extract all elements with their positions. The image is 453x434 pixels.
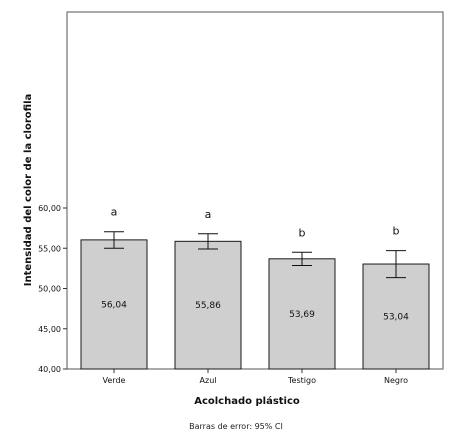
y-tick-label: 60,00 [38,204,61,213]
significance-letter: a [205,208,212,221]
bar-value-label: 53,04 [383,313,409,323]
y-tick-label: 50,00 [38,285,61,294]
x-tick-label: Negro [384,376,408,385]
data-labels: a 56,04 a 55,86 b 53,69 b 53,04 [101,206,409,323]
bar-testigo [268,258,336,370]
bar-negro [362,263,430,370]
bar-value-label: 56,04 [101,300,127,310]
bar-azul [174,240,242,370]
y-tick-label: 45,00 [38,325,61,334]
bar-value-label: 53,69 [289,310,315,320]
x-axis-title: Acolchado plástico [194,395,300,407]
bar-verde [80,239,148,370]
y-axis-title: Intensidad del color de la clorofila [23,94,34,287]
x-tick-label: Testigo [287,376,316,385]
x-tick-label: Azul [200,376,217,385]
y-tick-label: 55,00 [38,244,61,253]
bar-value-label: 55,86 [195,301,221,311]
chart-axes: 40,00 45,00 50,00 55,00 60,00 Verde Azul Testig… [38,11,444,385]
significance-letter: b [393,225,400,238]
error-bars [104,231,406,279]
bar-series [80,239,430,370]
significance-letter: a [111,206,118,219]
significance-letter: b [299,226,306,239]
y-tick-label: 40,00 [38,365,61,374]
x-tick-label: Verde [103,376,126,385]
plot-frame [66,11,444,370]
error-bar-note: Barras de error: 95% CI [189,422,283,431]
